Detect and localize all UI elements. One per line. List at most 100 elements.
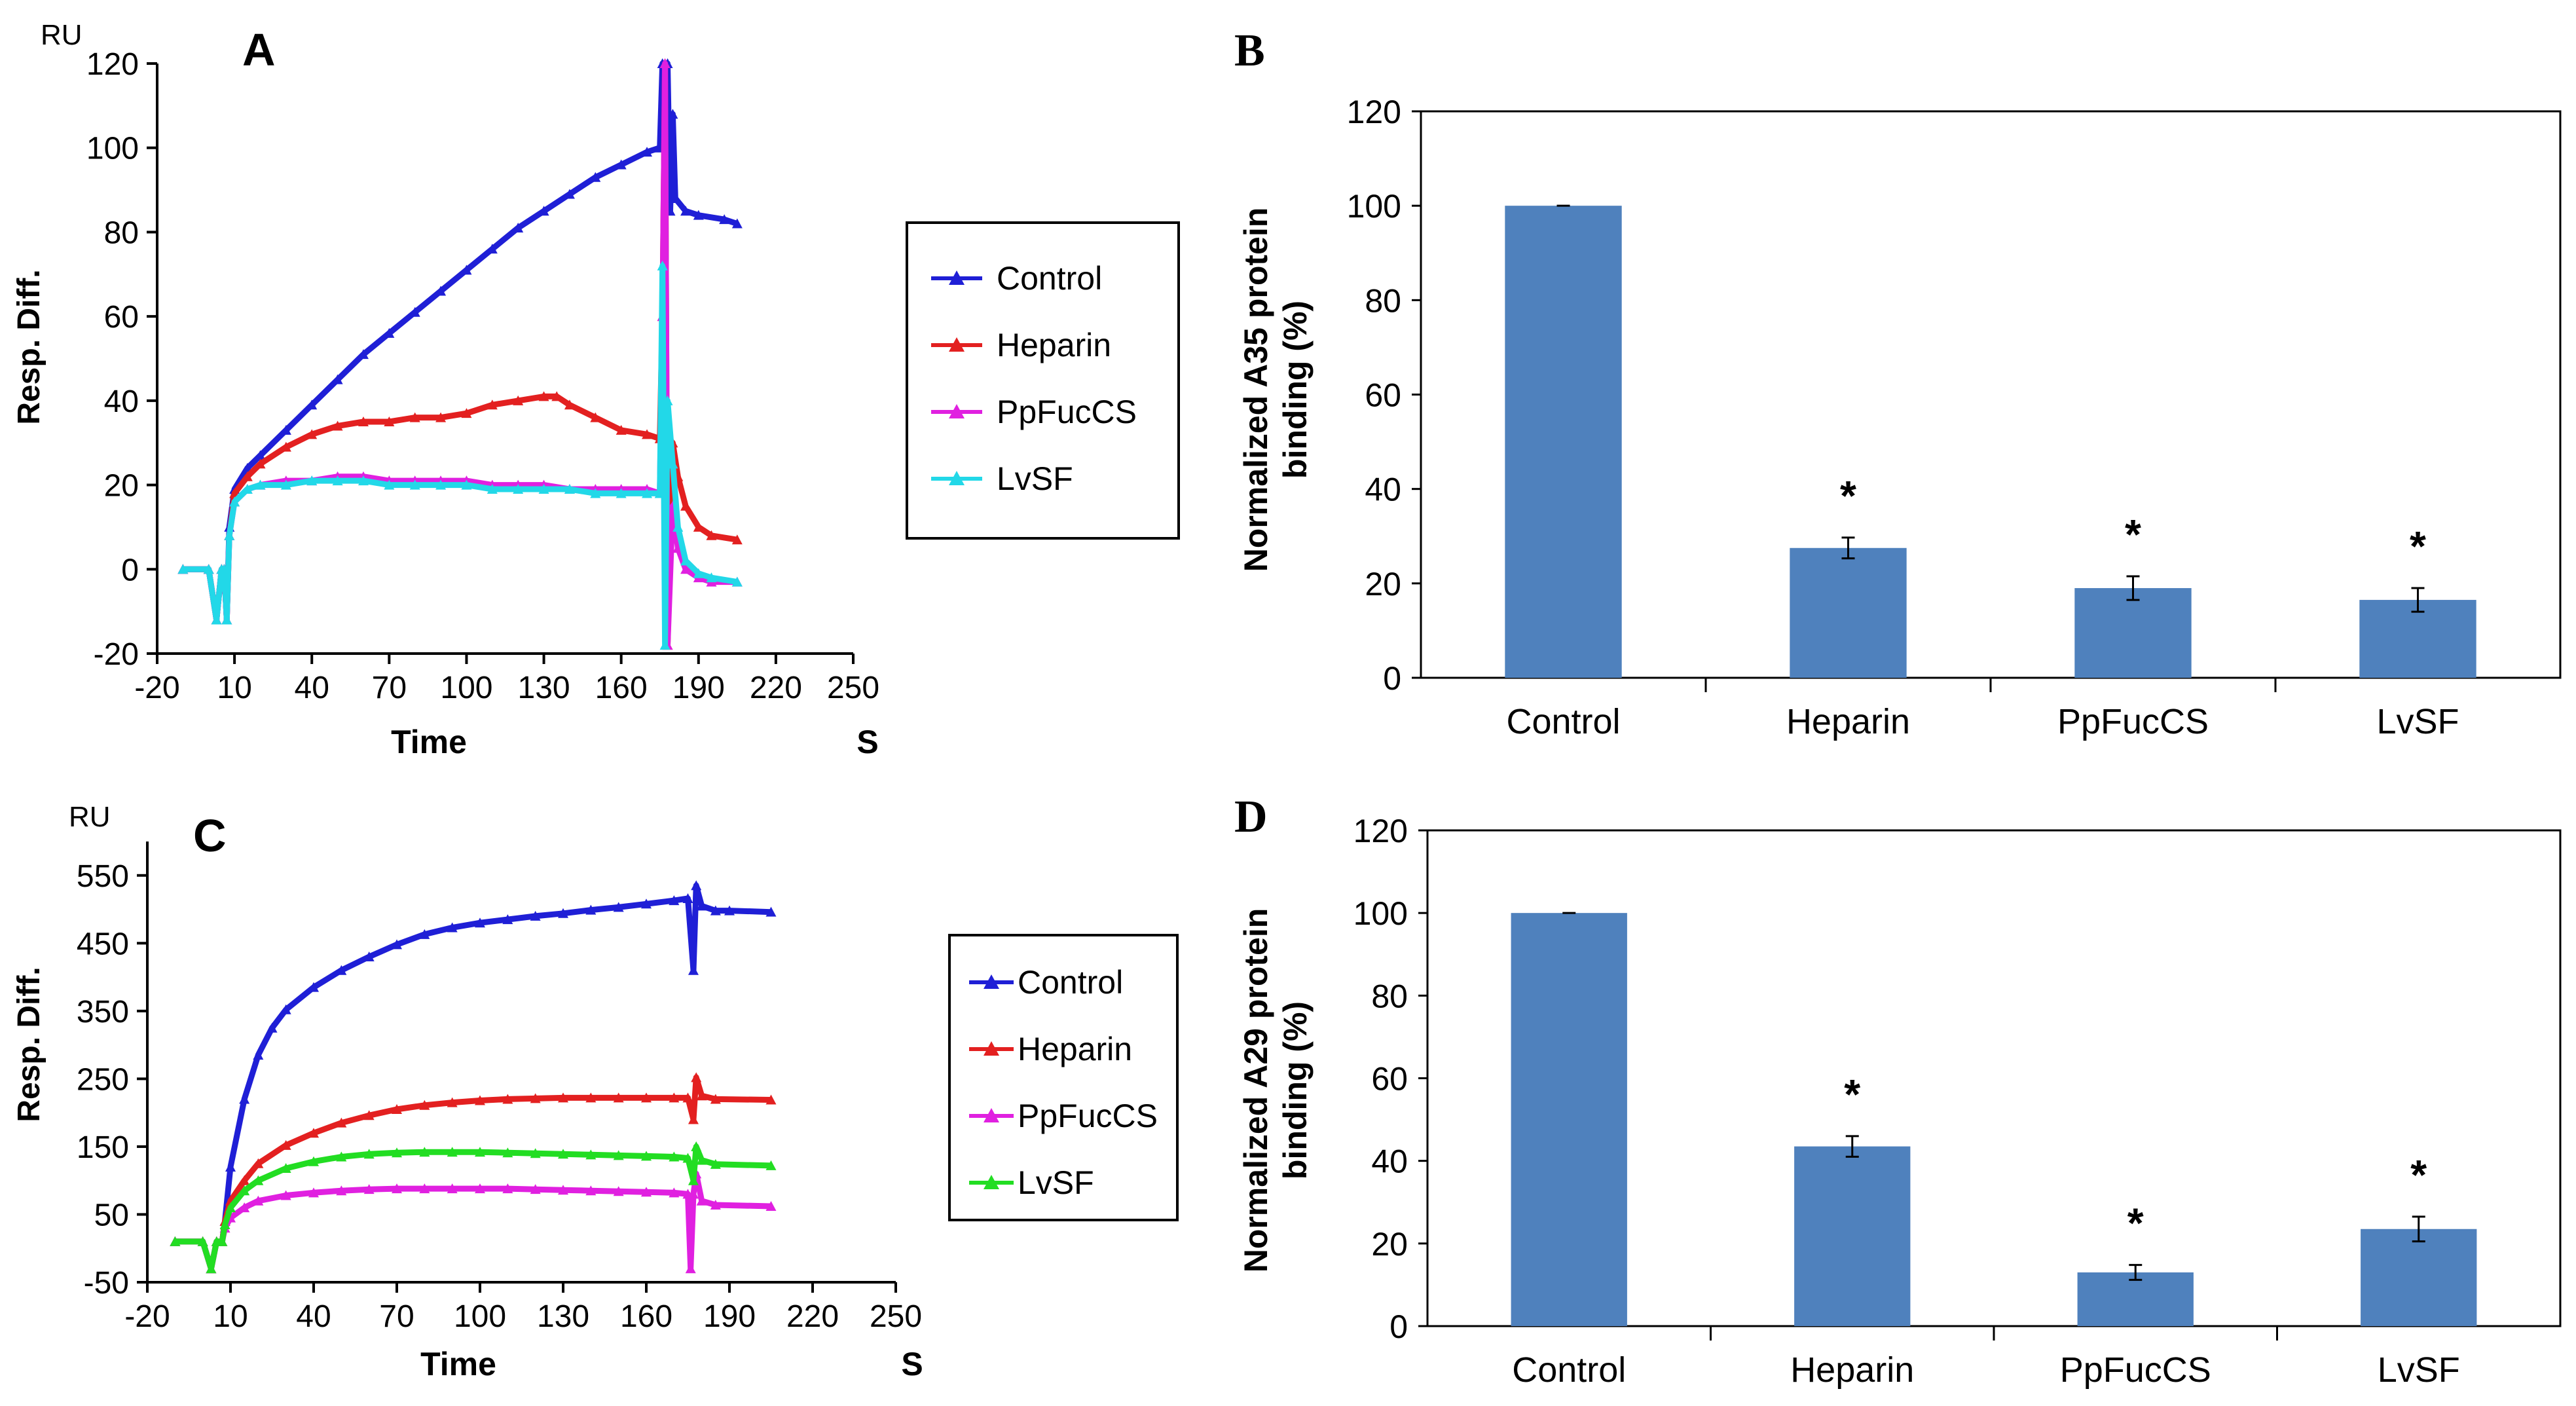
panel-a-point-lvsf (211, 614, 222, 625)
panel-b-y-label-line2: binding (%) (1277, 301, 1314, 479)
panel-a-point-control (642, 147, 653, 157)
panel-b-y-label-line1: Normalized A35 protein (1238, 208, 1274, 572)
panel-a-point-lvsf (564, 484, 575, 494)
panel-letter-d: D (1234, 792, 1268, 842)
panel-a-point-lvsf (680, 555, 691, 566)
panel-a-y-tick-label: 0 (121, 553, 139, 587)
panel-a-point-lvsf (672, 521, 684, 532)
panel-a-point-control (616, 159, 627, 170)
panel-d-bar-control (1511, 913, 1627, 1326)
panel-c-point-lvsf (219, 1219, 230, 1229)
panel-c-y-tick-label: -50 (84, 1266, 129, 1301)
panel-a-point-lvsf (384, 479, 395, 490)
panel-c-point-heparin (336, 1117, 347, 1128)
panel-c-series-lvsf (175, 1143, 771, 1272)
panel-d-y-tick-label: 100 (1353, 895, 1408, 932)
panel-b-y-tick-label: 0 (1383, 660, 1401, 697)
panel-a-point-lvsf (461, 479, 472, 490)
panel-a-point-heparin (551, 391, 562, 401)
panel-c-point-heparin (688, 1114, 699, 1124)
panel-a-point-control (306, 399, 318, 410)
panel-c-point-ppfuccs (392, 1183, 402, 1194)
panel-c-point-control (682, 893, 693, 903)
panel-a-point-lvsf (538, 484, 549, 494)
panel-c-point-ppfuccs (641, 1187, 652, 1197)
panel-d-bar-ppfuccs (2077, 1272, 2194, 1326)
panel-c-point-lvsf (530, 1148, 541, 1158)
panel-b-y-tick-label: 100 (1347, 188, 1401, 225)
panel-a-x-label: Time (391, 724, 467, 760)
panel-d-category-label-control: Control (1512, 1350, 1626, 1390)
panel-b-bar-control (1505, 206, 1622, 678)
panel-c-point-control (688, 965, 699, 975)
panel-a-legend-marker-lvsf (949, 471, 965, 485)
panel-c-point-heparin (239, 1175, 250, 1185)
panel-c-point-lvsf (475, 1147, 485, 1157)
panel-b-y-tick-label: 20 (1365, 566, 1401, 602)
panel-d-y-label-line2: binding (%) (1277, 1001, 1314, 1179)
panel-b-chart: B Normalized A35 protein binding (%) 0 20… (1234, 26, 2562, 741)
panel-c-point-ppfuccs (765, 1201, 777, 1212)
panel-c-point-ppfuccs (685, 1263, 696, 1274)
panel-d-category-label-lvsf: LvSF (2378, 1350, 2460, 1390)
panel-b-significance-ppfuccs: * (2125, 511, 2141, 558)
panel-a-point-heparin (255, 458, 266, 469)
panel-a-point-lvsf (657, 260, 668, 270)
panel-a-y-label: Resp. Diff. (12, 269, 46, 424)
panel-c-legend-label-control: Control (1018, 964, 1123, 1001)
panel-c-point-heparin (613, 1092, 624, 1103)
panel-c-point-ppfuccs (558, 1185, 568, 1195)
panel-a-point-control (731, 218, 743, 229)
panel-b-bar-ppfuccs (2074, 588, 2192, 678)
panel-a-x-tick-label: 130 (518, 671, 570, 705)
panel-a-point-heparin (706, 530, 717, 540)
panel-a-unit-label: RU (41, 19, 83, 51)
panel-a-point-control (670, 193, 681, 203)
panel-a-point-lvsf (306, 475, 318, 486)
panel-c-legend-marker-heparin (984, 1041, 999, 1056)
panel-c-x-tick-label: 250 (870, 1299, 922, 1334)
panel-c-x-tick-label: 190 (703, 1299, 756, 1334)
panel-a-point-lvsf (203, 564, 214, 574)
panel-a-ticks: -20 0 20 40 60 80 100 120 -20 10 40 70 100 130 160 190 2… (86, 47, 879, 705)
panel-c-point-control (558, 908, 568, 918)
panel-c-point-lvsf (197, 1236, 208, 1246)
panel-c-point-heparin (585, 1092, 597, 1103)
panel-c-legend-label-ppfuccs: PpFucCS (1018, 1098, 1158, 1134)
panel-c-y-tick-label: 350 (77, 995, 129, 1029)
panel-c-legend-label-lvsf: LvSF (1018, 1164, 1094, 1201)
panel-c-legend-marker-lvsf (984, 1175, 999, 1189)
panel-c-unit-label: RU (69, 801, 111, 833)
panel-c-series-heparin (175, 1074, 771, 1272)
panel-c-point-control (696, 900, 707, 911)
panel-d-y-label-line1: Normalized A29 protein (1238, 908, 1274, 1273)
panel-c-point-ppfuccs (613, 1186, 624, 1196)
panel-a-y-tick-label: 100 (86, 132, 139, 166)
panel-c-point-heparin (447, 1097, 458, 1107)
panel-c-point-ppfuccs (336, 1185, 347, 1196)
panel-d-significance-heparin: * (1844, 1071, 1860, 1118)
panel-b-y-tick-label: 120 (1347, 94, 1401, 130)
panel-c-point-heparin (558, 1092, 568, 1103)
panel-b-category-label-lvsf: LvSF (2376, 702, 2459, 741)
panel-c-point-lvsf (206, 1263, 217, 1274)
panel-c-chart: C RU Resp. Diff. Time S -50 50 150 250 350 45… (12, 801, 1179, 1382)
panel-a-series (177, 58, 743, 650)
panel-c-point-heparin (280, 1139, 291, 1150)
panel-letter-a: A (242, 24, 276, 75)
panel-c-point-control (530, 910, 541, 921)
panel-c-y-label: Resp. Diff. (12, 967, 46, 1122)
panel-c-x-tick-label: -20 (124, 1299, 170, 1334)
panel-c-point-heparin (475, 1095, 485, 1105)
panel-a-legend-marker-heparin (949, 337, 965, 352)
panel-c-point-ppfuccs (669, 1187, 680, 1198)
panel-c-point-lvsf (710, 1158, 721, 1169)
panel-c-point-ppfuccs (696, 1195, 707, 1206)
panel-a-point-heparin (487, 399, 498, 410)
panel-d-y-tick-label: 80 (1371, 978, 1408, 1014)
panel-a-y-tick-label: -20 (94, 637, 139, 672)
panel-c-point-lvsf (691, 1141, 702, 1151)
panel-c-x-tick-label: 40 (296, 1299, 331, 1334)
panel-a-legend: Control Heparin PpFucCS LvSF (906, 221, 1180, 540)
